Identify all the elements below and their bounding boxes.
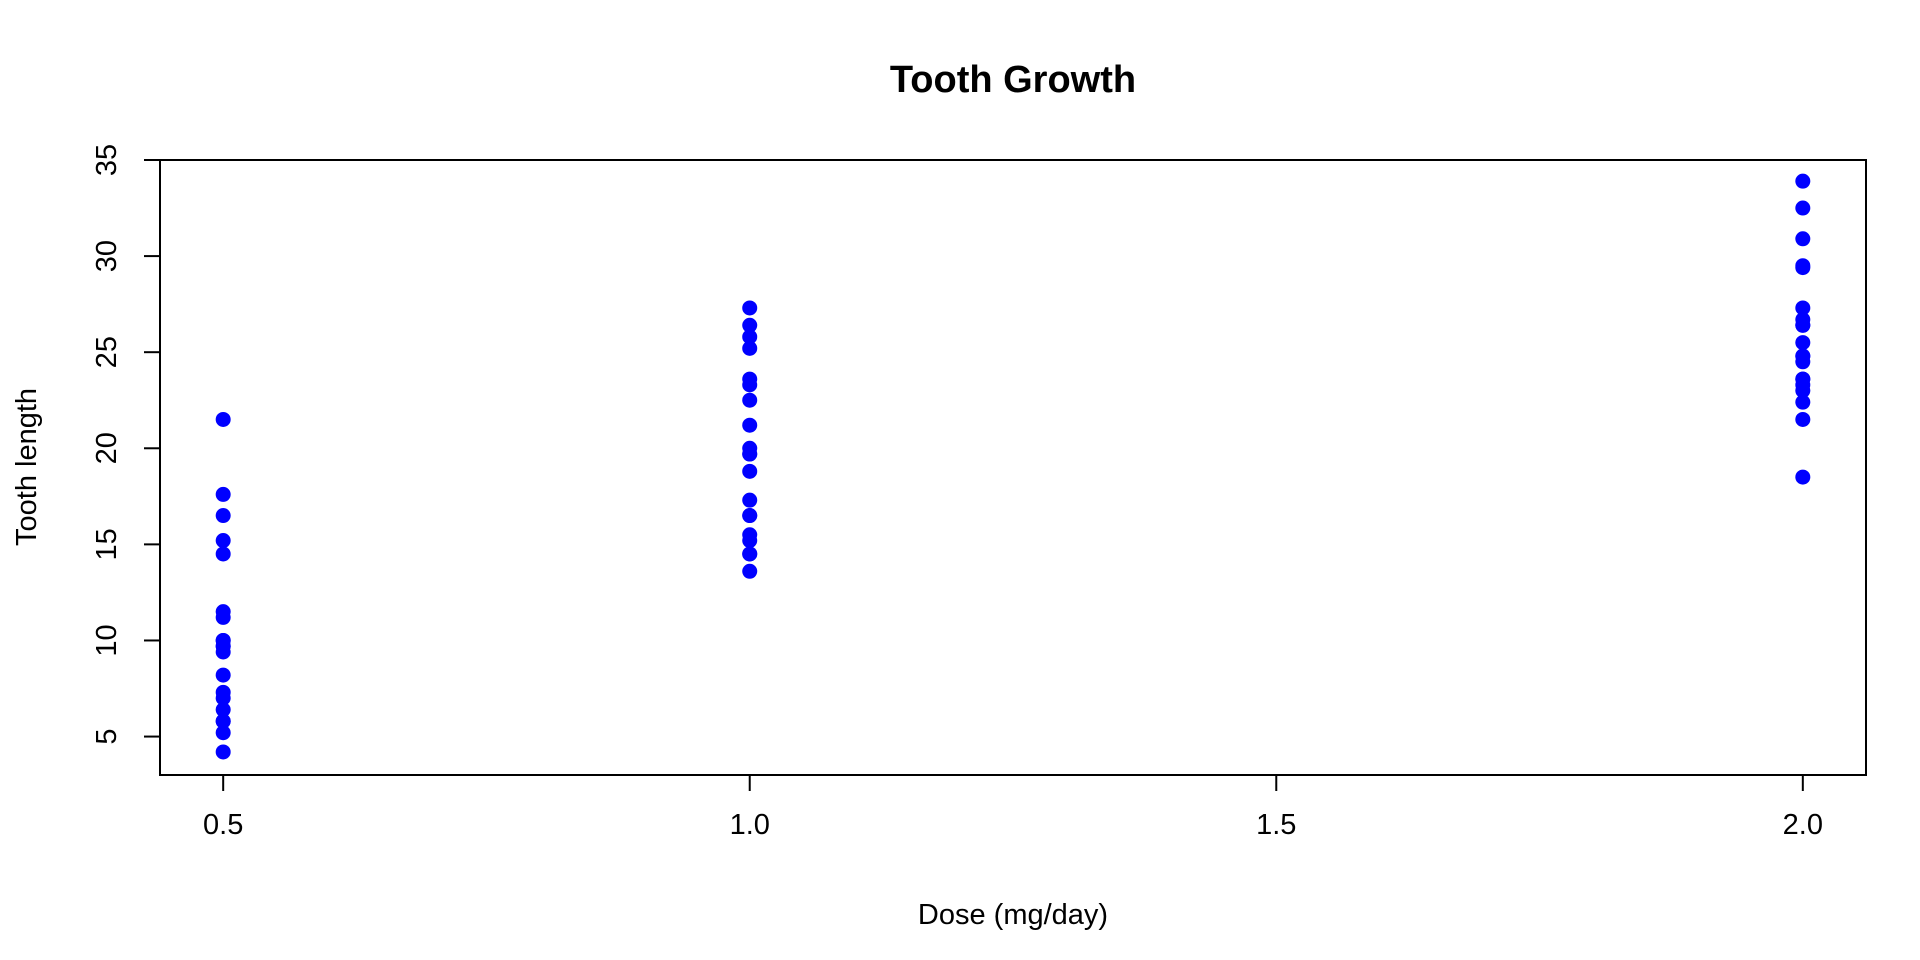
- data-point: [215, 702, 231, 718]
- x-tick-label: 1.5: [1256, 809, 1296, 841]
- y-tick-label: 25: [91, 336, 123, 368]
- data-point: [742, 392, 758, 408]
- y-tick-label: 30: [91, 240, 123, 272]
- data-point: [1795, 348, 1811, 364]
- y-axis: 5 10 15 20 25 30 35: [91, 144, 161, 745]
- x-tick-label: 0.5: [203, 809, 243, 841]
- y-axis-label: Tooth length: [11, 388, 43, 546]
- data-point: [1795, 300, 1811, 316]
- chart-title: Tooth Growth: [890, 59, 1136, 101]
- data-point: [742, 371, 758, 387]
- data-point: [742, 317, 758, 333]
- x-axis-label: Dose (mg/day): [918, 899, 1108, 931]
- data-point: [742, 300, 758, 316]
- data-point: [742, 563, 758, 579]
- data-point: [742, 508, 758, 524]
- data-point: [215, 533, 231, 549]
- x-tick-label: 2.0: [1783, 809, 1823, 841]
- data-point: [1795, 469, 1811, 485]
- data-point: [1795, 173, 1811, 189]
- y-tick-label: 35: [91, 144, 123, 176]
- y-tick-label: 15: [91, 528, 123, 560]
- data-point: [1795, 371, 1811, 387]
- y-tick-label: 10: [91, 624, 123, 656]
- data-point: [215, 725, 231, 741]
- data-point: [742, 329, 758, 345]
- data-point: [742, 492, 758, 508]
- y-tick-label: 20: [91, 432, 123, 464]
- data-point: [1795, 258, 1811, 274]
- data-point: [215, 667, 231, 683]
- data-point: [215, 604, 231, 620]
- data-point: [742, 527, 758, 543]
- data-point: [215, 411, 231, 427]
- data-point: [215, 546, 231, 562]
- data-point: [215, 713, 231, 729]
- x-axis: 0.5 1.0 1.5 2.0: [203, 774, 1823, 841]
- data-point: [215, 632, 231, 648]
- data-point: [742, 417, 758, 433]
- data-point: [1795, 335, 1811, 351]
- data-point: [742, 546, 758, 562]
- x-tick-label: 1.0: [730, 809, 770, 841]
- data-point: [742, 463, 758, 479]
- data-point: [1795, 317, 1811, 333]
- plot-frame: [159, 159, 1867, 776]
- data-point: [1795, 411, 1811, 427]
- data-point: [1795, 231, 1811, 247]
- data-points: [215, 173, 1811, 760]
- data-point: [1795, 394, 1811, 410]
- data-point: [215, 486, 231, 502]
- data-point: [215, 744, 231, 760]
- y-tick-label: 5: [91, 728, 123, 744]
- data-point: [742, 446, 758, 462]
- data-point: [215, 684, 231, 700]
- data-point: [215, 508, 231, 524]
- data-point: [742, 340, 758, 356]
- data-point: [1795, 200, 1811, 216]
